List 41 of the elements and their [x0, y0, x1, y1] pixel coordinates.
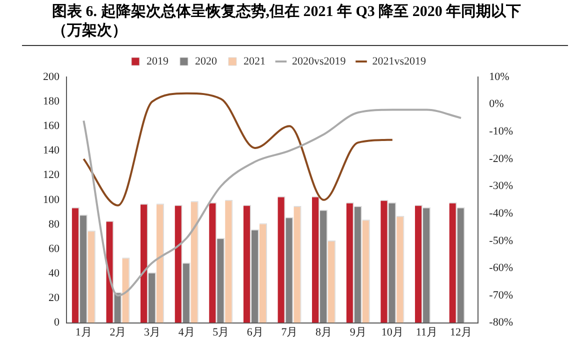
y2-tick-label: -50%: [489, 234, 513, 247]
x-tick-label: 6月: [246, 326, 264, 338]
x-tick-label: 3月: [144, 326, 161, 338]
legend-label: 2021: [243, 55, 266, 68]
y2-tick-label: -10%: [489, 126, 513, 138]
legend-label: 2021vs2019: [372, 55, 427, 68]
y-tick-label: 40: [48, 268, 60, 280]
y2-tick-label: -40%: [489, 207, 513, 220]
y-tick-label: 80: [48, 218, 60, 230]
y-tick-label: 160: [43, 120, 60, 132]
y2-tick-label: -70%: [489, 289, 513, 302]
line-series: [82, 108, 462, 296]
y2-tick-label: -80%: [489, 316, 513, 329]
y-tick-label: 140: [43, 144, 60, 157]
x-tick-label: 4月: [178, 326, 195, 338]
line-series: [82, 92, 394, 206]
x-tick-label: 2月: [110, 326, 126, 338]
x-tick-label: 10月: [381, 326, 404, 338]
y2-tick-label: -60%: [489, 262, 513, 274]
x-tick-label: 8月: [316, 326, 332, 338]
x-tick-label: 1月: [75, 326, 92, 338]
y2-tick-label: 0%: [489, 98, 504, 110]
y-tick-label: 120: [43, 169, 60, 182]
y-tick-label: 180: [43, 95, 60, 108]
x-tick-label: 5月: [212, 326, 230, 338]
y-tick-label: 0: [54, 316, 60, 329]
x-tick-label: 7月: [281, 326, 298, 338]
chart-title: 图表 6. 起降架次总体呈恢复态势,但在 2021 年 Q3 降至 2020 年同期以下（万架次）: [22, 0, 568, 46]
y-tick-label: 20: [48, 292, 60, 304]
y-tick-label: 100: [43, 194, 60, 206]
x-tick-label: 11月: [416, 326, 438, 338]
y2-tick-label: -20%: [489, 152, 513, 165]
legend-label: 2020: [194, 55, 218, 68]
legend-label: 2020vs2019: [292, 55, 346, 68]
legend-label: 2019: [146, 55, 169, 68]
x-tick-label: 12月: [450, 326, 472, 338]
y2-tick-label: -30%: [489, 180, 513, 192]
y-tick-label: 200: [43, 70, 60, 83]
y-tick-label: 60: [48, 242, 60, 255]
x-tick-label: 9月: [350, 326, 366, 338]
y2-tick-label: 10%: [489, 70, 510, 83]
